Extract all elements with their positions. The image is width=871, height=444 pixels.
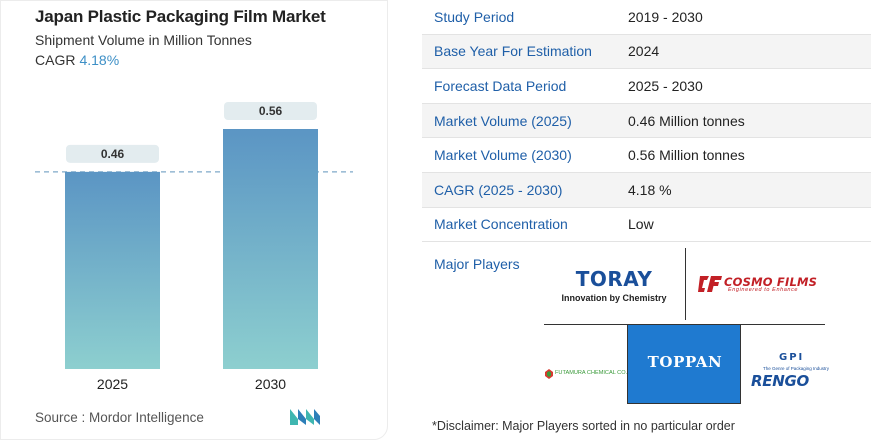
gpi-wordmark: GPI [779, 352, 805, 363]
toray-wordmark: TORAY [575, 267, 653, 291]
info-row-label: Study Period [434, 8, 515, 25]
info-row-label: Market Volume (2030) [434, 147, 572, 164]
info-row: CAGR (2025 - 2030) 4.18 % [422, 172, 871, 208]
logo-divider [685, 248, 686, 320]
data-label: 0.46 [101, 147, 125, 161]
info-row-value: 4.18 % [628, 181, 672, 198]
chart-subtitle: Shipment Volume in Million Tonnes [35, 32, 252, 48]
mordor-intelligence-icon [290, 409, 320, 425]
info-row-label: Forecast Data Period [434, 77, 567, 94]
disclaimer-text: *Disclaimer: Major Players sorted in no … [432, 419, 735, 433]
info-row: Market Volume (2030) 0.56 Million tonnes [422, 138, 871, 173]
x-tick-label: 2025 [97, 376, 128, 392]
logo-divider [741, 324, 825, 325]
toppan-wordmark: TOPPAN [647, 353, 723, 371]
logo-divider [544, 324, 627, 325]
info-row-value: Low [628, 216, 654, 233]
cagr-value: 4.18% [79, 52, 120, 68]
cosmo-films-wordmark: COSMO FILMS [724, 275, 818, 289]
chart-title: Japan Plastic Packaging Film Market [35, 7, 326, 26]
info-row-value: 2019 - 2030 [628, 8, 703, 25]
futamura-wordmark: FUTAMURA CHEMICAL CO.,LTD [555, 370, 639, 376]
info-row-value: 0.46 Million tonnes [628, 112, 745, 129]
info-row-value: 2024 [628, 43, 660, 60]
bar-2030 [223, 129, 318, 369]
data-label-bg [66, 144, 159, 163]
info-row-label: Base Year For Estimation [434, 43, 592, 60]
bar-2025 [65, 171, 160, 369]
data-label-bg [224, 102, 317, 120]
info-row: Forecast Data Period 2025 - 2030 [422, 69, 871, 104]
cagr-label: CAGR [35, 52, 76, 68]
market-chart-card: Japan Plastic Packaging Film Market Ship… [0, 0, 388, 440]
info-row: Market Concentration Low [422, 208, 871, 243]
toray-logo: TORAY Innovation by Chemistry [554, 267, 674, 303]
gpi-rengo-logo: GPI The Genre of Packaging Industry RENG… [749, 352, 829, 398]
info-row: Market Volume (2025) 0.46 Million tonnes [422, 103, 871, 139]
market-info-table: Study Period 2019 - 2030 Base Year For Est… [422, 0, 871, 243]
major-players-section: Major Players TORAY Innovation by Chemis… [422, 240, 871, 412]
cagr-summary: CAGR 4.18% [35, 52, 119, 68]
info-row-label: Market Volume (2025) [434, 112, 572, 129]
info-row-value: 0.56 Million tonnes [628, 147, 745, 164]
x-tick-label: 2030 [255, 376, 286, 392]
bar-chart: 0.46 2025 0.56 2030 [35, 102, 353, 392]
info-row: Study Period 2019 - 2030 [422, 0, 871, 35]
major-players-label: Major Players [434, 256, 520, 272]
data-label: 0.56 [259, 104, 283, 118]
cosmo-films-tagline: Engineered to Enhance [728, 287, 799, 293]
futamura-logo: FUTAMURA CHEMICAL CO.,LTD [544, 368, 639, 382]
info-row-label: Market Concentration [434, 216, 568, 233]
gpi-tagline: The Genre of Packaging Industry [763, 366, 830, 371]
info-row-label: CAGR (2025 - 2030) [434, 181, 563, 198]
cosmo-films-icon [698, 276, 722, 292]
toppan-logo: TOPPAN [627, 324, 741, 404]
cosmo-films-logo: COSMO FILMS Engineered to Enhance [698, 275, 838, 295]
rengo-wordmark: RENGO [751, 372, 809, 390]
chart-source: Source : Mordor Intelligence [35, 410, 204, 425]
info-row-value: 2025 - 2030 [628, 77, 703, 94]
info-row: Base Year For Estimation 2024 [422, 34, 871, 70]
futamura-icon [545, 369, 553, 379]
toray-tagline: Innovation by Chemistry [561, 293, 667, 303]
